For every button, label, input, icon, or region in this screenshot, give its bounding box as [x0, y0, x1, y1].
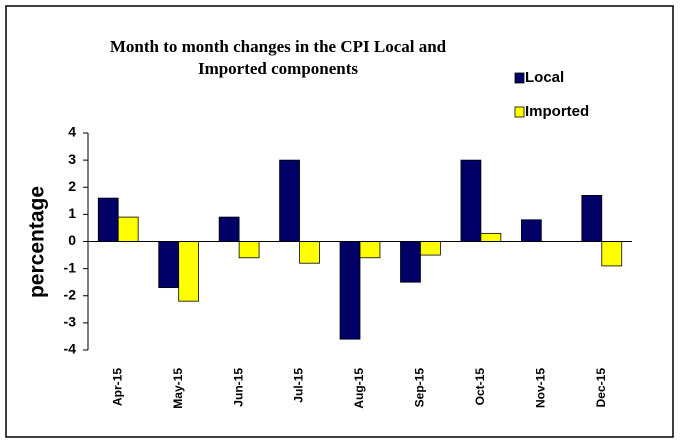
y-tick-label: -1 — [64, 259, 77, 275]
bar — [178, 241, 200, 302]
y-tick-label: 1 — [68, 205, 76, 221]
y-tick-label: 3 — [68, 151, 76, 167]
y-tick-label: -3 — [64, 314, 77, 330]
bar — [480, 232, 502, 242]
bar — [158, 241, 180, 289]
x-tick-label: Jun-15 — [231, 368, 245, 407]
bar — [359, 241, 381, 259]
bar — [581, 194, 603, 242]
bar — [218, 216, 240, 242]
bar — [97, 197, 119, 242]
x-tick-label: Jul-15 — [292, 368, 306, 403]
y-tick-label: -4 — [64, 341, 77, 357]
bar — [420, 241, 441, 256]
chart-title: Month to month changes in the CPI Local … — [109, 37, 447, 78]
x-tick-label: May-15 — [171, 368, 185, 409]
y-axis-label: percentage — [26, 186, 49, 298]
y-tick-label: 4 — [68, 124, 76, 140]
bar — [520, 219, 542, 242]
legend-label: Imported — [525, 103, 589, 120]
bar — [279, 159, 300, 242]
x-tick-label: Apr-15 — [110, 368, 124, 406]
legend-swatch — [514, 72, 525, 84]
bar — [238, 241, 260, 259]
y-tick-label: 0 — [68, 232, 76, 248]
bar — [400, 241, 421, 283]
legend-swatch — [514, 106, 525, 118]
x-tick-label: Sep-15 — [413, 368, 427, 408]
x-tick-label: Dec-15 — [594, 368, 608, 408]
bar — [117, 216, 139, 242]
x-tick-label: Nov-15 — [534, 368, 548, 408]
y-tick-label: 2 — [68, 178, 76, 194]
bar — [601, 241, 623, 267]
legend-label: Local — [525, 69, 564, 86]
y-tick-label: -2 — [64, 286, 77, 302]
x-tick-label: Oct-15 — [473, 368, 487, 406]
x-tick-label: Aug-15 — [352, 368, 366, 409]
bar — [299, 241, 320, 264]
bar — [460, 159, 482, 242]
bar — [339, 241, 361, 340]
